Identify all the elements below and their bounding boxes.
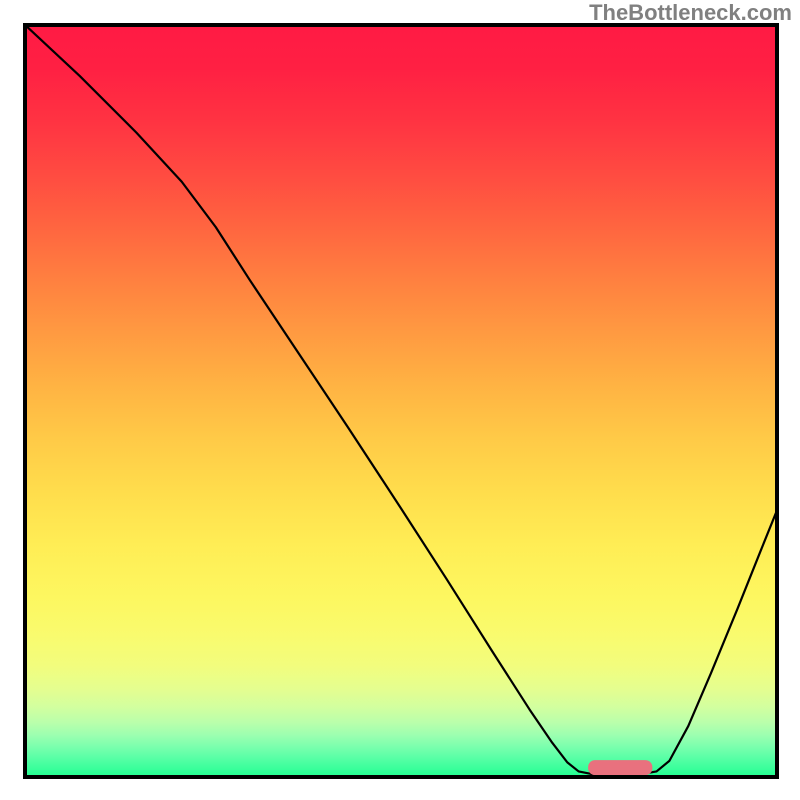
chart-svg (23, 23, 779, 779)
plot-area (23, 23, 779, 779)
gradient-fill (23, 23, 779, 779)
chart-root: { "watermark": { "text": "TheBottleneck.… (0, 0, 800, 800)
optimum-marker (588, 760, 652, 775)
